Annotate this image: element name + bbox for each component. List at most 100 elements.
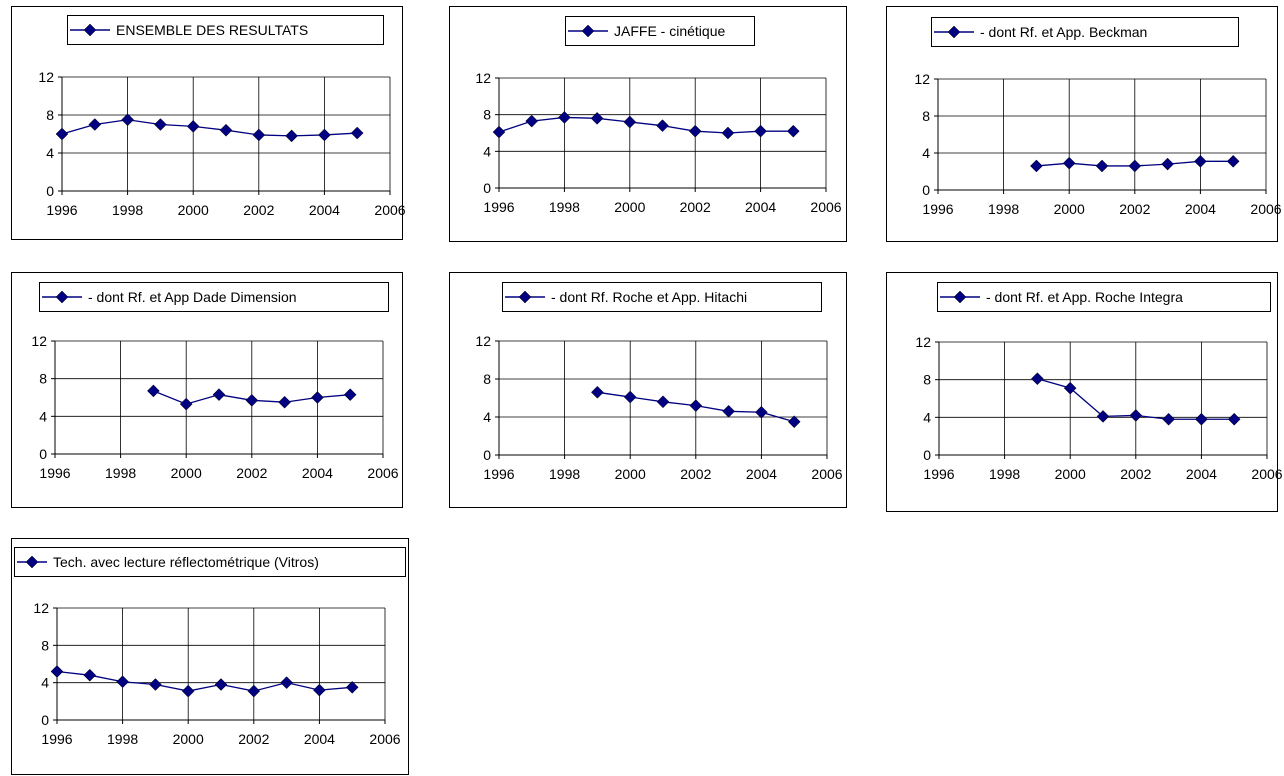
data-point [88,118,102,131]
line-chart: 0 4 8 12 1996 1998 2000 2002 2004 2006 [38,69,405,218]
chart-legend: - dont Rf. et App. Roche Integra [937,282,1271,312]
x-tick-label: 2000 [171,465,202,481]
x-tick-label: 2006 [1251,466,1282,482]
y-tick-label: 4 [483,409,491,425]
chart-legend: - dont Rf. et App Dade Dimension [39,282,389,312]
data-point [280,676,293,690]
data-point [149,678,162,691]
chart-legend: - dont Rf. Roche et App. Hitachi [502,282,822,312]
legend-marker-icon [940,290,980,304]
data-point [1195,412,1208,426]
x-tick-label: 2000 [615,466,646,482]
data-point [623,390,637,404]
y-tick-label: 0 [922,182,930,198]
line-chart: 0 4 8 12 1996 1998 2000 2002 2004 2006 [915,334,1282,482]
legend-label: ENSEMBLE DES RESULTATS [116,22,309,38]
chart-panel-jaffe: JAFFE - cinétique 0 4 8 12 1996 1998 2000 2002 2… [449,6,847,242]
y-tick-label: 12 [31,333,47,349]
data-point [1227,412,1241,426]
data-point [525,114,539,128]
data-point [1128,159,1142,173]
data-point [247,684,261,698]
x-tick-label: 2004 [304,731,335,747]
x-tick-label: 2002 [680,199,711,215]
x-tick-label: 2004 [1185,201,1216,217]
y-tick-label: 12 [914,71,930,87]
data-point [787,415,801,429]
data-point [343,388,357,402]
x-tick-label: 1996 [483,466,514,482]
line-chart: 0 4 8 12 1996 1998 2000 2002 2004 2006 [475,70,841,215]
chart-panel-roche-hitachi: - dont Rf. Roche et App. Hitachi 0 4 8 12 19… [449,272,847,508]
x-tick-label: 2006 [811,466,842,482]
data-point [83,668,97,682]
data-point [212,388,226,402]
y-tick-label: 12 [38,69,54,85]
data-point [688,124,702,138]
y-tick-label: 8 [923,372,931,388]
y-tick-label: 0 [483,447,491,463]
x-tick-label: 2000 [1055,466,1086,482]
x-tick-label: 1996 [483,199,514,215]
y-tick-label: 8 [483,371,491,387]
y-tick-label: 0 [923,447,931,463]
y-tick-label: 4 [923,409,931,425]
legend-marker-icon [17,555,47,569]
legend-label: - dont Rf. et App Dade Dimension [88,289,297,305]
legend-marker-icon [505,290,545,304]
chart-panel-vitros: Tech. avec lecture réflectométrique (Vit… [11,538,409,775]
data-point [689,399,703,412]
data-point [318,128,331,142]
x-tick-label: 2004 [746,466,777,482]
x-tick-label: 2002 [1120,466,1151,482]
y-tick-label: 0 [39,446,47,462]
data-point [147,384,160,398]
line-chart: 0 4 8 12 1996 1998 2000 2002 2004 2006 [31,333,398,481]
x-tick-label: 1998 [105,465,136,481]
y-tick-label: 4 [39,408,47,424]
y-tick-label: 0 [46,183,54,199]
line-chart: 0 4 8 12 1996 1998 2000 2002 2004 2006 [914,71,1281,217]
data-point [591,385,604,399]
legend-label: Tech. avec lecture réflectométrique (Vit… [53,554,319,570]
y-tick-label: 8 [483,107,491,123]
legend-marker-icon [568,24,608,38]
chart-legend: Tech. avec lecture réflectométrique (Vit… [14,547,406,577]
data-point [755,405,768,419]
chart-panel-dade-dimension: - dont Rf. et App Dade Dimension 0 4 8 12 19… [11,272,403,508]
y-tick-label: 4 [46,145,54,161]
x-tick-label: 2006 [810,199,841,215]
chart-legend: - dont Rf. et App. Beckman [931,17,1239,47]
x-tick-label: 2002 [1119,201,1150,217]
data-point [1226,154,1240,168]
data-point [623,115,637,129]
data-point [1062,156,1076,170]
data-point [1096,410,1110,423]
x-tick-label: 2004 [309,202,340,218]
data-point [311,391,324,404]
line-chart: 0 4 8 12 1996 1998 2000 2002 2004 2006 [475,333,842,482]
data-point [214,678,228,691]
data-point [252,128,266,142]
data-point [179,397,193,411]
data-point [1194,154,1207,168]
x-tick-label: 2004 [745,199,776,215]
data-point [313,683,326,697]
chart-panel-roche-integra: - dont Rf. et App. Roche Integra 0 4 8 12 19… [886,272,1283,512]
x-tick-label: 1998 [989,466,1020,482]
y-tick-label: 12 [475,333,491,349]
x-tick-label: 1998 [549,466,580,482]
data-point [1161,157,1174,171]
data-point [590,111,604,125]
data-point [345,680,359,694]
x-tick-label: 2006 [1250,201,1281,217]
x-tick-label: 1998 [988,201,1019,217]
data-point [154,118,167,131]
x-tick-label: 1996 [46,202,77,218]
line-chart: 0 4 8 12 1996 1998 2000 2002 2004 2006 [33,600,400,747]
x-tick-label: 2006 [374,202,405,218]
y-tick-label: 8 [39,371,47,387]
x-tick-label: 2004 [1186,466,1217,482]
y-tick-label: 12 [475,70,491,86]
x-tick-label: 2000 [178,202,209,218]
